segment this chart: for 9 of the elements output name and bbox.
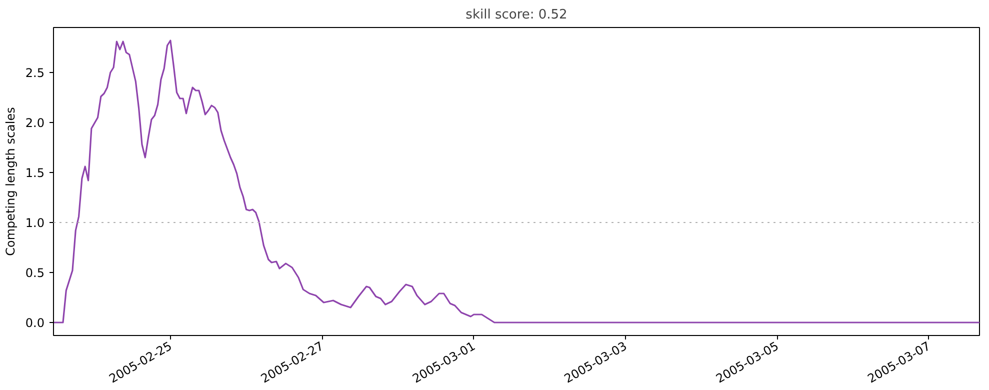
y-tick-label: 0.5 xyxy=(25,266,45,280)
line-series xyxy=(54,40,980,324)
y-tick-label: 0.0 xyxy=(25,316,45,330)
chart-title: skill score: 0.52 xyxy=(466,8,568,22)
y-tick-label: 2.0 xyxy=(25,116,45,130)
y-axis-title: Competing length scales xyxy=(3,107,18,256)
y-tick-label: 1.5 xyxy=(25,166,45,180)
y-tick-label: 2.5 xyxy=(25,66,45,80)
y-tick-label: 1.0 xyxy=(25,216,45,230)
